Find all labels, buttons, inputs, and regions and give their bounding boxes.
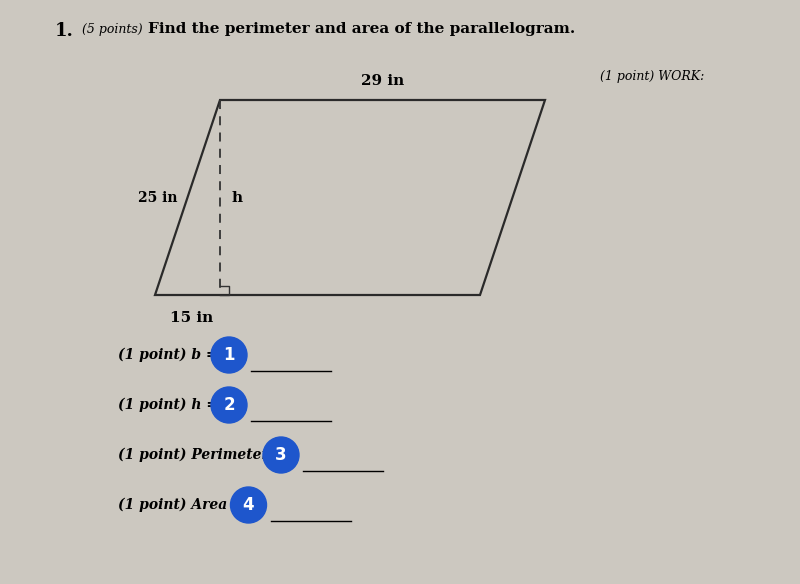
- Text: 1.: 1.: [55, 22, 74, 40]
- Text: (5 points): (5 points): [82, 23, 142, 36]
- Text: 3: 3: [275, 446, 287, 464]
- Text: h: h: [232, 190, 243, 204]
- Text: (1 point) WORK:: (1 point) WORK:: [600, 70, 704, 83]
- Text: 2: 2: [223, 396, 235, 414]
- Text: 15 in: 15 in: [170, 311, 214, 325]
- Text: 4: 4: [242, 496, 254, 514]
- Circle shape: [211, 337, 247, 373]
- Circle shape: [211, 387, 247, 423]
- Text: (1 point) b =: (1 point) b =: [118, 348, 222, 362]
- Text: 1: 1: [223, 346, 234, 364]
- Circle shape: [263, 437, 299, 473]
- Text: 25 in: 25 in: [138, 190, 178, 204]
- Text: (1 point) Area =: (1 point) Area =: [118, 498, 249, 512]
- Text: 29 in: 29 in: [361, 74, 404, 88]
- Text: (1 point) h =: (1 point) h =: [118, 398, 223, 412]
- Text: Find the perimeter and area of the parallelogram.: Find the perimeter and area of the paral…: [148, 22, 575, 36]
- Circle shape: [230, 487, 266, 523]
- Text: (1 point) Perimeter =: (1 point) Perimeter =: [118, 448, 290, 462]
